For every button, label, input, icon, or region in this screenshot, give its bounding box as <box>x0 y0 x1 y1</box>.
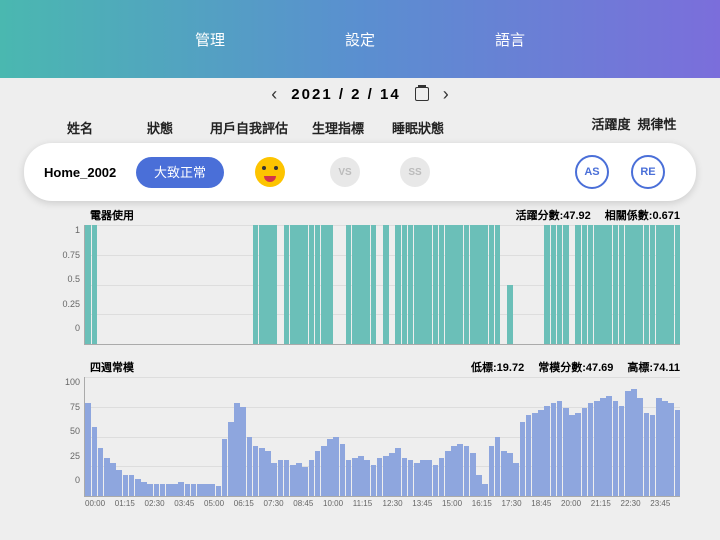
chart1-plot <box>84 225 680 345</box>
chart2-yaxis: 1007550250 <box>60 377 84 497</box>
header-nav: 管理 設定 語言 <box>0 0 720 78</box>
sleep-badge: SS <box>400 157 430 187</box>
chart2-stat3: 高標:74.11 <box>627 359 680 375</box>
col-sleep: 睡眠狀態 <box>378 118 458 137</box>
next-day-button[interactable]: › <box>443 84 449 105</box>
chart2-title: 四週常模 <box>90 359 134 375</box>
col-self: 用戶自我評估 <box>200 118 298 137</box>
tab-language[interactable]: 語言 <box>495 29 525 50</box>
col-regular: 規律性 <box>634 118 680 137</box>
col-status: 狀態 <box>120 118 200 137</box>
tab-settings[interactable]: 設定 <box>345 29 375 50</box>
user-name: Home_2002 <box>44 165 136 180</box>
mood-emoji-icon <box>255 157 285 187</box>
col-name: 姓名 <box>40 118 120 137</box>
user-card: Home_2002 大致正常 VS SS AS RE <box>24 143 696 201</box>
status-pill: 大致正常 <box>136 157 224 188</box>
chart2-stat2: 常模分數:47.69 <box>538 359 613 375</box>
chart2-stat1: 低標:19.72 <box>471 359 524 375</box>
tab-manage[interactable]: 管理 <box>195 29 225 50</box>
chart1-section: 電器使用 活躍分數:47.92 相關係數:0.671 10.750.50.250 <box>0 201 720 345</box>
chart-xaxis: 00:0001:1502:3003:4505:0006:1507:3008:45… <box>85 499 680 508</box>
calendar-icon[interactable] <box>415 87 429 101</box>
chart2-plot: 00:0001:1502:3003:4505:0006:1507:3008:45… <box>84 377 680 497</box>
vital-badge: VS <box>330 157 360 187</box>
chart1-stat1: 活躍分數:47.92 <box>516 207 591 223</box>
column-headers: 姓名 狀態 用戶自我評估 生理指標 睡眠狀態 活躍度 規律性 <box>0 110 720 143</box>
chart2-section: 四週常模 低標:19.72 常模分數:47.69 高標:74.11 100755… <box>0 345 720 497</box>
prev-day-button[interactable]: ‹ <box>271 84 277 105</box>
chart1-stat2: 相關係數:0.671 <box>605 207 680 223</box>
col-active: 活躍度 <box>588 118 634 137</box>
date-bar: ‹ 2021 / 2 / 14 › <box>0 78 720 110</box>
chart1-title: 電器使用 <box>90 207 134 223</box>
current-date: 2021 / 2 / 14 <box>291 86 400 103</box>
col-vital: 生理指標 <box>298 118 378 137</box>
regular-button[interactable]: RE <box>631 155 665 189</box>
active-button[interactable]: AS <box>575 155 609 189</box>
chart1-yaxis: 10.750.50.250 <box>60 225 84 345</box>
